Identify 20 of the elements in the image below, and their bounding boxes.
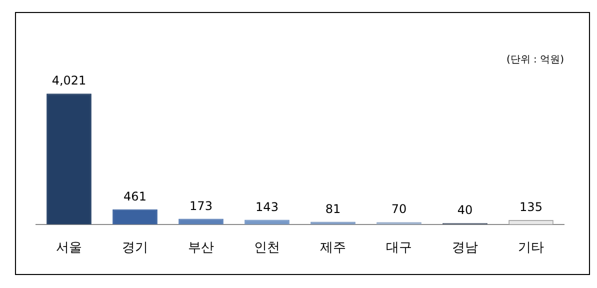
- x-tick-label: 서울: [56, 240, 82, 256]
- text: (단위 : 억원): [506, 54, 564, 66]
- data-label: 461: [124, 190, 146, 204]
- x-tick-label: 경기: [122, 240, 148, 256]
- data-label: 173: [190, 198, 212, 213]
- x-tick-label: 대구: [386, 240, 412, 256]
- x-tick-label: 기타: [518, 240, 544, 256]
- data-label: 81: [325, 202, 341, 216]
- data-label: 143: [256, 200, 278, 214]
- bar: [244, 220, 290, 224]
- x-tick-label: 제주: [320, 240, 346, 256]
- data-label: 70: [391, 202, 407, 216]
- bar: [112, 209, 158, 224]
- x-tick-label: 부산: [188, 240, 214, 256]
- data-label: 40: [457, 203, 473, 218]
- x-tick-label: 경남: [452, 240, 478, 256]
- x-tick-label: 인천: [254, 240, 280, 256]
- data-label: 4,021: [52, 74, 86, 88]
- bar: [46, 94, 92, 224]
- data-label: 135: [520, 200, 542, 214]
